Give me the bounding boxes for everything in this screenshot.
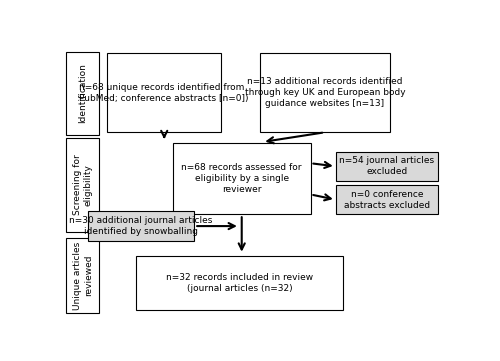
Bar: [260, 53, 390, 132]
Text: n=13 additional records identified
through key UK and European body
guidance web: n=13 additional records identified throu…: [244, 77, 406, 108]
Text: Screening for
eligibility: Screening for eligibility: [73, 155, 93, 216]
Bar: [66, 238, 100, 313]
Text: Identification: Identification: [78, 64, 88, 123]
Bar: [173, 143, 310, 214]
Bar: [136, 256, 344, 310]
Bar: [336, 185, 438, 214]
Text: n=68 unique records identified from
PubMed; conference abstracts [n=0]): n=68 unique records identified from PubM…: [80, 83, 249, 103]
Text: Unique articles
reviewed: Unique articles reviewed: [73, 241, 93, 309]
Text: n=68 records assessed for
eligibility by a single
reviewer: n=68 records assessed for eligibility by…: [182, 163, 302, 195]
Bar: [66, 138, 100, 232]
Text: n=0 conference
abstracts excluded: n=0 conference abstracts excluded: [344, 190, 430, 210]
Bar: [66, 52, 100, 135]
Text: n=54 journal articles
excluded: n=54 journal articles excluded: [340, 156, 434, 177]
Bar: [88, 212, 194, 241]
Bar: [336, 152, 438, 181]
Text: n=32 records included in review
(journal articles (n=32): n=32 records included in review (journal…: [166, 273, 314, 293]
Text: n=30 additional journal articles
identified by snowballing: n=30 additional journal articles identif…: [70, 216, 212, 236]
Bar: [107, 53, 222, 132]
